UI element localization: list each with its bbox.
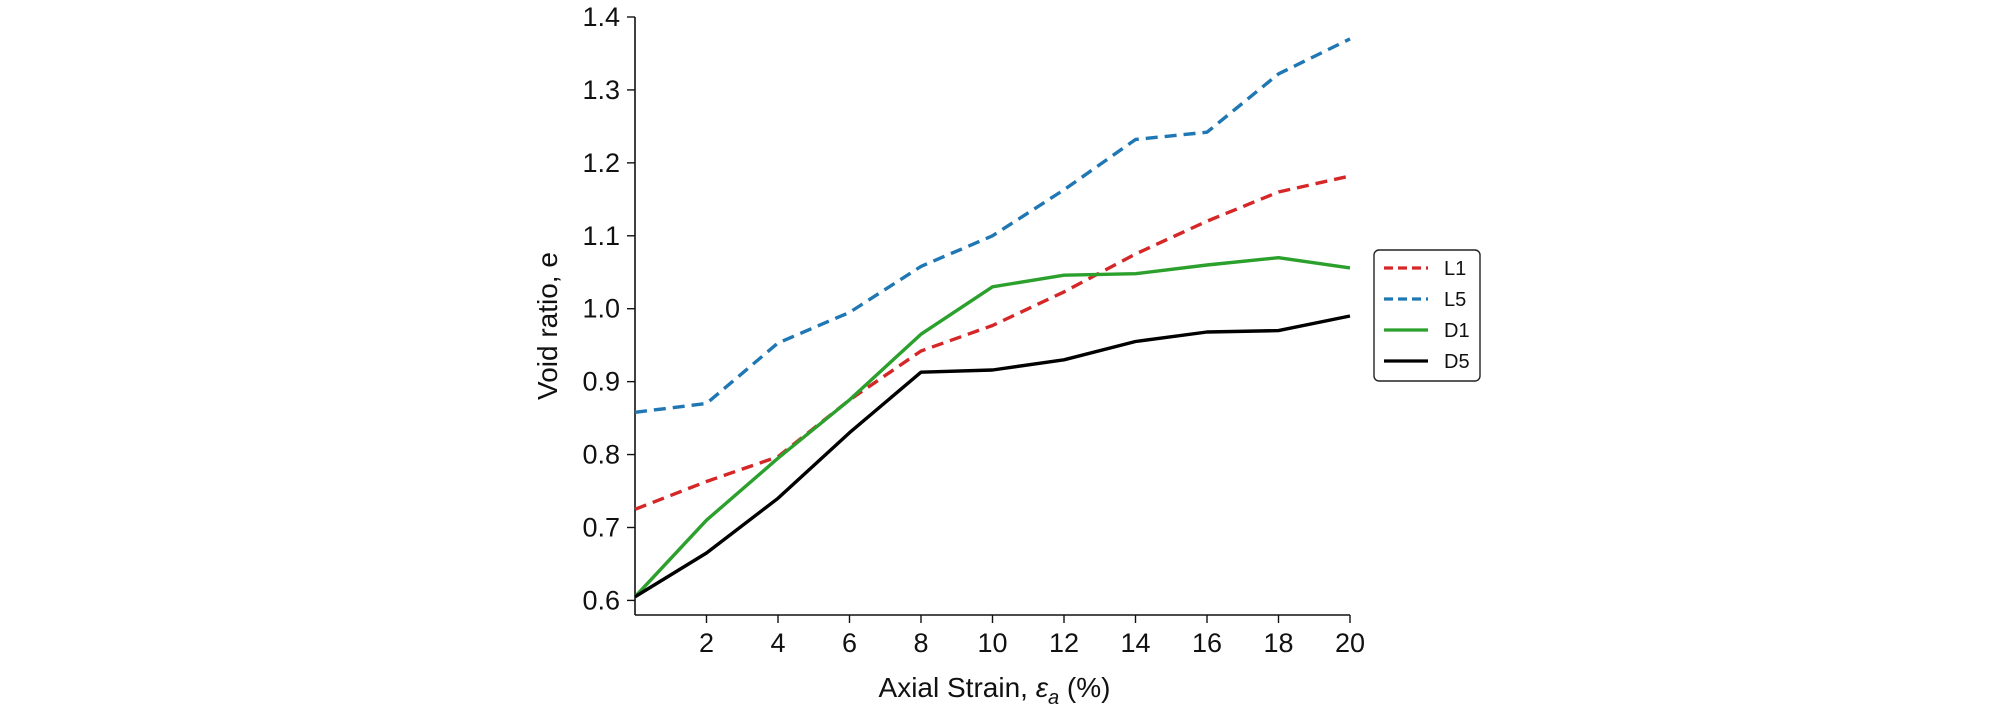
axes: 0.6 0.7 0.8 0.9 1.0 1.1 1.2 1.3 1.4 2 4 6 8 10 12 14 16… (582, 2, 1365, 658)
legend-label-d5: D5 (1444, 351, 1470, 373)
legend-label-l5: L5 (1444, 289, 1466, 311)
x-tick-label: 6 (842, 628, 857, 658)
x-tick-label: 8 (913, 628, 928, 658)
data-point-l1 (991, 324, 994, 327)
series-line-d1 (633, 256, 1351, 598)
x-axis-title-symbol: ε (1036, 672, 1049, 703)
data-point-d5 (776, 497, 779, 500)
data-point-d5 (991, 368, 994, 371)
data-point-l5 (1205, 131, 1208, 134)
x-tick-label: 2 (699, 628, 714, 658)
data-point-d1 (991, 285, 994, 288)
x-axis-title-unit: (%) (1059, 672, 1110, 703)
x-tick-label: 18 (1263, 628, 1293, 658)
x-tick-label: 14 (1120, 628, 1150, 658)
y-tick-label: 1.0 (582, 294, 620, 324)
data-point-l5 (1134, 138, 1137, 141)
y-tick-label: 0.9 (582, 367, 620, 397)
data-point-d5 (1277, 329, 1280, 332)
data-point-l5 (633, 411, 636, 414)
data-point-d5 (1062, 358, 1065, 361)
y-axis-ticks: 0.6 0.7 0.8 0.9 1.0 1.1 1.2 1.3 1.4 (582, 2, 635, 615)
data-point-l1 (1348, 174, 1351, 177)
data-point-d1 (1348, 266, 1351, 269)
legend: L1 L5 D1 D5 (1373, 249, 1481, 382)
series-line-d5 (634, 314, 1351, 599)
y-tick-label: 1.4 (582, 2, 620, 32)
data-point-l5 (919, 265, 922, 268)
x-tick-label: 16 (1192, 628, 1222, 658)
data-point-l1 (1134, 252, 1137, 255)
legend-label-d1: D1 (1444, 320, 1470, 342)
y-tick-label: 0.6 (582, 585, 620, 615)
data-point-l5 (1348, 37, 1351, 40)
y-tick-label: 1.2 (582, 148, 620, 178)
y-tick-label: 1.3 (582, 75, 620, 105)
data-point-l5 (705, 402, 708, 405)
data-point-d5 (633, 595, 636, 598)
data-point-l1 (1062, 290, 1065, 293)
y-tick-label: 0.7 (582, 512, 620, 542)
data-point-d1 (776, 457, 779, 460)
y-tick-label: 1.1 (582, 221, 620, 251)
legend-frame (1373, 249, 1481, 382)
data-point-l1 (705, 480, 708, 483)
data-point-l1 (1205, 220, 1208, 223)
y-axis-title: Void ratio, e (532, 252, 563, 400)
x-axis-title-subscript: a (1048, 687, 1059, 709)
data-point-d1 (1205, 263, 1208, 266)
y-tick-label: 0.8 (582, 440, 620, 470)
data-point-d1 (1062, 274, 1065, 277)
legend-label-l1: L1 (1444, 258, 1466, 280)
data-point-l5 (776, 341, 779, 344)
data-point-l1 (633, 508, 636, 511)
x-axis-title-main: Axial Strain, (879, 672, 1036, 703)
data-point-l1 (1277, 190, 1280, 193)
x-tick-label: 4 (770, 628, 785, 658)
data-point-d5 (1348, 314, 1351, 317)
data-point-d5 (919, 371, 922, 374)
x-tick-label: 20 (1335, 628, 1365, 658)
data-point-l5 (1277, 72, 1280, 75)
data-point-d5 (1205, 330, 1208, 333)
x-tick-label: 10 (977, 628, 1007, 658)
data-point-d1 (705, 519, 708, 522)
series-lines (633, 37, 1351, 599)
data-point-l5 (1062, 188, 1065, 191)
series-line-l5 (634, 37, 1351, 414)
data-point-d1 (919, 333, 922, 336)
x-axis-title: Axial Strain, εa (%) (879, 672, 1111, 709)
data-point-d1 (1134, 272, 1137, 275)
data-point-d5 (1134, 340, 1137, 343)
data-point-d1 (848, 398, 851, 401)
data-point-d1 (1277, 256, 1280, 259)
data-point-l5 (848, 311, 851, 314)
x-axis-ticks: 2 4 6 8 10 12 14 16 18 20 (699, 615, 1365, 658)
x-tick-label: 12 (1049, 628, 1079, 658)
data-point-d5 (705, 551, 708, 554)
legend-items: L1 L5 D1 D5 (1384, 258, 1470, 373)
series-line-l1 (634, 174, 1351, 511)
data-point-l1 (919, 349, 922, 352)
data-point-l5 (991, 234, 994, 237)
data-point-d5 (848, 431, 851, 434)
